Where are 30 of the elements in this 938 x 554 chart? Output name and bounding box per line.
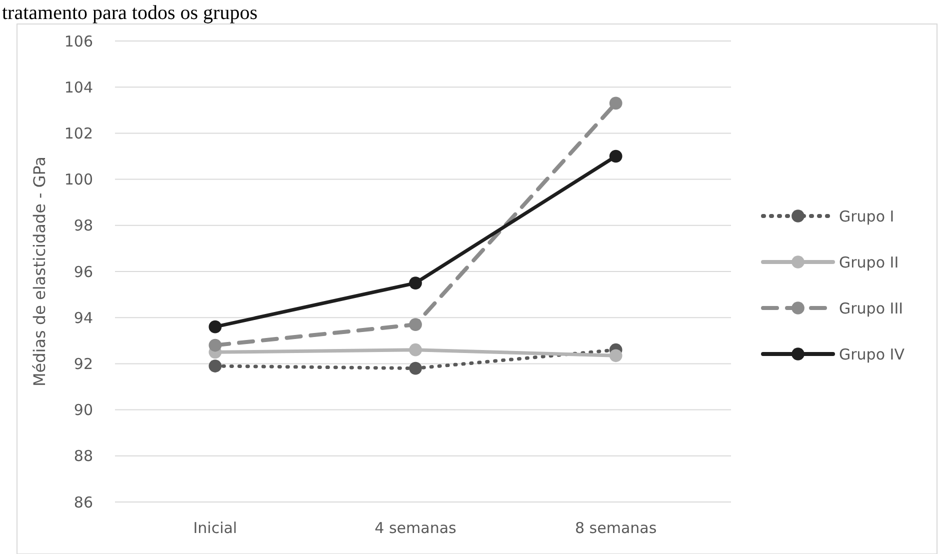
legend-label: Grupo I [839, 207, 894, 226]
point [208, 360, 222, 372]
point [409, 318, 422, 331]
y-tick-label: 94 [74, 308, 93, 327]
point [409, 276, 422, 290]
y-tick-label: 98 [74, 216, 93, 235]
point [609, 96, 622, 110]
y-axis-title: Médias de elasticidade - GPa [30, 156, 49, 386]
y-tick-label: 96 [74, 262, 93, 281]
x-tick-label: 4 semanas [374, 519, 457, 537]
x-tick-label: 8 semanas [574, 519, 657, 537]
y-tick-label: 106 [64, 32, 93, 50]
y-tick-label: 90 [74, 401, 93, 420]
point [609, 349, 622, 362]
y-tick-label: 86 [74, 493, 93, 512]
chart-title: tratamento para todos os grupos [2, 2, 258, 24]
point [409, 343, 422, 356]
x-tick-label: Inicial [193, 519, 238, 537]
point [208, 320, 222, 334]
y-tick-label: 102 [64, 124, 93, 142]
legend-label: Grupo III [839, 299, 904, 318]
y-tick-label: 104 [64, 78, 93, 96]
legend-label: Grupo II [839, 253, 899, 272]
point [609, 150, 622, 163]
point [409, 362, 422, 375]
legend-label: Grupo IV [839, 345, 906, 364]
y-tick-label: 100 [64, 170, 93, 189]
y-tick-label: 88 [74, 447, 93, 466]
point [208, 338, 222, 352]
y-tick-label: 92 [74, 354, 93, 373]
